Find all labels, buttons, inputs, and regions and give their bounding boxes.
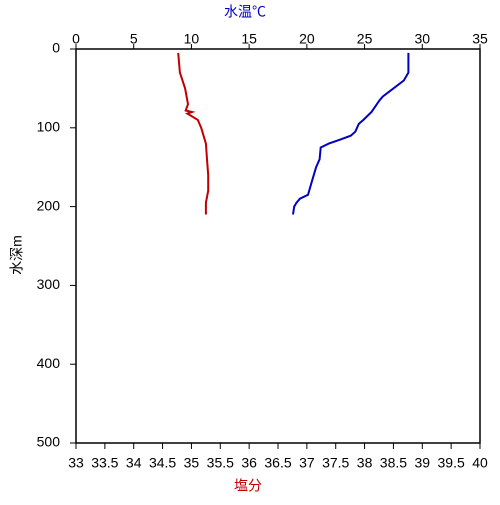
x-tick-label: 33: [68, 455, 84, 471]
x2-tick-label: 35: [472, 31, 488, 47]
x2-tick-label: 25: [357, 31, 373, 47]
x2-tick-label: 15: [241, 31, 257, 47]
x-tick-label: 38.5: [380, 455, 407, 471]
x-tick-label: 37.5: [322, 455, 349, 471]
x-tick-label: 39.5: [438, 455, 465, 471]
x-tick-label: 33.5: [91, 455, 118, 471]
y-tick-label: 500: [37, 434, 61, 450]
x-tick-label: 39: [414, 455, 430, 471]
x-tick-label: 38: [357, 455, 373, 471]
x2-tick-label: 5: [130, 31, 138, 47]
profile-line: [292, 52, 410, 215]
x-tick-label: 35.5: [207, 455, 234, 471]
x2-tick-label: 0: [72, 31, 80, 47]
top-axis-title: 水温℃: [224, 4, 266, 20]
plot-frame: [75, 48, 481, 444]
x2-tick-label: 10: [184, 31, 200, 47]
x-tick-label: 37: [299, 455, 315, 471]
bottom-axis-title: 塩分: [234, 478, 262, 494]
y-axis-title: 水深m: [9, 235, 25, 275]
x-tick-label: 36.5: [264, 455, 291, 471]
x-tick-label: 35: [184, 455, 200, 471]
profile-line: [177, 52, 210, 215]
x-tick-label: 36: [241, 455, 257, 471]
x2-tick-label: 20: [299, 31, 315, 47]
y-tick-label: 0: [52, 40, 60, 56]
x-tick-label: 40: [472, 455, 488, 471]
y-tick-label: 200: [37, 197, 61, 213]
y-tick-label: 100: [37, 119, 61, 135]
y-tick-label: 300: [37, 276, 61, 292]
y-tick-label: 400: [37, 355, 61, 371]
x-tick-label: 34: [126, 455, 142, 471]
x2-tick-label: 30: [414, 31, 430, 47]
x-tick-label: 34.5: [149, 455, 176, 471]
